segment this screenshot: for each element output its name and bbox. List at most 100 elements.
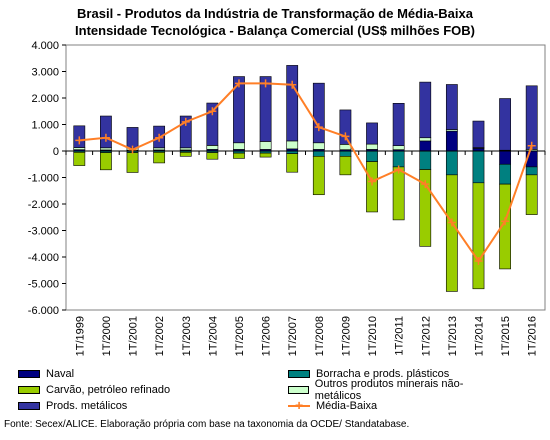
bar-segment-naval bbox=[445, 130, 458, 152]
y-tick-label: 4.000 bbox=[31, 40, 59, 52]
bar-segment-prods-met-licos bbox=[339, 109, 352, 145]
bar-segment-carv-o-petr-leo-refinado bbox=[525, 174, 538, 215]
line-point-marker bbox=[75, 136, 84, 145]
y-tick-label: -1.000 bbox=[28, 173, 59, 185]
bar-segment-carv-o-petr-leo-refinado bbox=[312, 156, 325, 196]
line-media-baixa bbox=[79, 82, 533, 263]
line-point-marker bbox=[208, 107, 217, 116]
bar-segment-outros-produtos-minerais-n-o-met-licos bbox=[339, 144, 352, 150]
legend-label-naval: Naval bbox=[46, 368, 75, 380]
y-tick-label: -5.000 bbox=[28, 279, 59, 291]
line-point-marker bbox=[341, 132, 350, 141]
x-tick-label: 1T/2005 bbox=[234, 316, 246, 356]
x-tick-label: 1T/2012 bbox=[420, 316, 432, 356]
bar-segment-carv-o-petr-leo-refinado bbox=[392, 166, 405, 221]
x-tick-label: 1T/2003 bbox=[181, 316, 193, 356]
bar-segment-outros-produtos-minerais-n-o-met-licos bbox=[73, 147, 86, 150]
line-point-marker bbox=[474, 256, 483, 265]
y-tick-label: 1.000 bbox=[31, 120, 59, 132]
legend-label-carvao: Carvão, petróleo refinado bbox=[46, 384, 171, 396]
legend-item-borracha: Borracha e prods. plásticos bbox=[288, 367, 449, 381]
bar-segment-prods-met-licos bbox=[366, 122, 378, 145]
bar-segment-prods-met-licos bbox=[525, 85, 538, 150]
line-point-marker bbox=[128, 145, 137, 154]
x-tick-label: 1T/2016 bbox=[527, 316, 539, 356]
bar-segment-carv-o-petr-leo-refinado bbox=[366, 161, 378, 213]
x-tick-label: 1T/2007 bbox=[287, 316, 299, 356]
legend-item-metalicos: Prods. metálicos bbox=[18, 399, 127, 413]
bar-segment-prods-met-licos bbox=[419, 81, 432, 139]
bar-segment-naval bbox=[499, 150, 511, 165]
y-tick-label: -2.000 bbox=[28, 199, 59, 211]
bar-segment-prods-met-licos bbox=[100, 115, 112, 149]
bar-segment-prods-met-licos bbox=[206, 102, 219, 146]
bar-segment-outros-produtos-minerais-n-o-met-licos bbox=[286, 140, 299, 150]
bar-segment-carv-o-petr-leo-refinado bbox=[499, 183, 511, 270]
x-tick-label: 1T/2010 bbox=[367, 316, 379, 356]
bar-segment-borracha-e-prods-pl-sticos bbox=[525, 166, 538, 176]
line-point-marker bbox=[394, 165, 403, 174]
legend-swatch-naval bbox=[18, 370, 40, 378]
bar-segment-prods-met-licos bbox=[472, 120, 485, 148]
line-point-marker bbox=[314, 123, 323, 132]
bar-segment-outros-produtos-minerais-n-o-met-licos bbox=[233, 142, 245, 150]
bar-segment-carv-o-petr-leo-refinado bbox=[206, 152, 219, 160]
y-tick-label: 2.000 bbox=[31, 93, 59, 105]
line-point-marker bbox=[421, 180, 430, 189]
bar-segment-carv-o-petr-leo-refinado bbox=[126, 152, 139, 173]
legend-swatch-carvao bbox=[18, 386, 40, 394]
x-tick-label: 1T/2006 bbox=[261, 316, 273, 356]
x-tick-label: 1T/2014 bbox=[473, 316, 485, 356]
line-point-marker bbox=[181, 117, 190, 126]
line-point-marker bbox=[261, 79, 270, 88]
bar-segment-borracha-e-prods-pl-sticos bbox=[499, 163, 511, 185]
bar-segment-carv-o-petr-leo-refinado bbox=[153, 152, 166, 164]
source-note: Fonte: Secex/ALICE. Elaboração própria c… bbox=[4, 419, 410, 430]
bar-segment-outros-produtos-minerais-n-o-met-licos bbox=[366, 143, 378, 150]
bar-segment-prods-met-licos bbox=[286, 65, 299, 142]
y-tick-label: -4.000 bbox=[28, 252, 59, 264]
chart-title-line-2: Intensidade Tecnológica - Balança Comerc… bbox=[75, 23, 475, 38]
line-point-marker bbox=[234, 79, 243, 88]
legend-item-media-baixa: Média-Baixa bbox=[288, 397, 377, 413]
legend-swatch-metalicos bbox=[18, 402, 40, 410]
x-tick-label: 1T/2013 bbox=[447, 316, 459, 356]
line-point-marker bbox=[155, 133, 164, 142]
bar-segment-carv-o-petr-leo-refinado bbox=[100, 152, 112, 171]
bar-segment-prods-met-licos bbox=[259, 76, 272, 142]
bar-segment-outros-produtos-minerais-n-o-met-licos bbox=[419, 137, 432, 142]
legend-item-outros: Outros produtos minerais não-metálicos bbox=[288, 378, 498, 402]
bar-segment-prods-met-licos bbox=[312, 82, 325, 144]
legend-item-naval: Naval bbox=[18, 367, 74, 381]
x-tick-label: 1T/2002 bbox=[154, 316, 166, 356]
y-tick-label: -3.000 bbox=[28, 226, 59, 238]
bar-segment-carv-o-petr-leo-refinado bbox=[73, 152, 86, 166]
x-tick-label: 1T/2009 bbox=[340, 316, 352, 356]
bar-segment-prods-met-licos bbox=[445, 84, 458, 130]
bar-segment-naval bbox=[419, 140, 432, 152]
bar-segment-borracha-e-prods-pl-sticos bbox=[419, 150, 432, 170]
bar-segment-carv-o-petr-leo-refinado bbox=[419, 169, 432, 247]
bar-segment-carv-o-petr-leo-refinado bbox=[286, 153, 299, 173]
y-tick-label: 0 bbox=[53, 146, 59, 158]
bar-segment-outros-produtos-minerais-n-o-met-licos bbox=[100, 147, 112, 151]
x-tick-label: 1T/2001 bbox=[128, 316, 140, 356]
legend-label-metalicos: Prods. metálicos bbox=[46, 400, 128, 412]
bar-segment-borracha-e-prods-pl-sticos bbox=[366, 150, 378, 162]
bar-segment-borracha-e-prods-pl-sticos bbox=[472, 150, 485, 184]
line-point-marker bbox=[101, 133, 110, 142]
bar-segment-carv-o-petr-leo-refinado bbox=[339, 156, 352, 176]
bar-segment-outros-produtos-minerais-n-o-met-licos bbox=[312, 142, 325, 150]
bar-segment-carv-o-petr-leo-refinado bbox=[259, 152, 272, 158]
y-tick-label: 3.000 bbox=[31, 67, 59, 79]
line-point-marker bbox=[368, 177, 377, 186]
y-tick-label: -6.000 bbox=[28, 305, 59, 317]
legend-swatch-media-baixa bbox=[288, 397, 310, 413]
bar-segment-outros-produtos-minerais-n-o-met-licos bbox=[259, 141, 272, 150]
bar-segment-borracha-e-prods-pl-sticos bbox=[339, 150, 352, 157]
bar-segment-outros-produtos-minerais-n-o-met-licos bbox=[392, 145, 405, 150]
x-tick-label: 1T/2000 bbox=[101, 316, 113, 356]
bar-segment-prods-met-licos bbox=[179, 115, 192, 149]
bar-segment-outros-produtos-minerais-n-o-met-licos bbox=[206, 145, 219, 150]
